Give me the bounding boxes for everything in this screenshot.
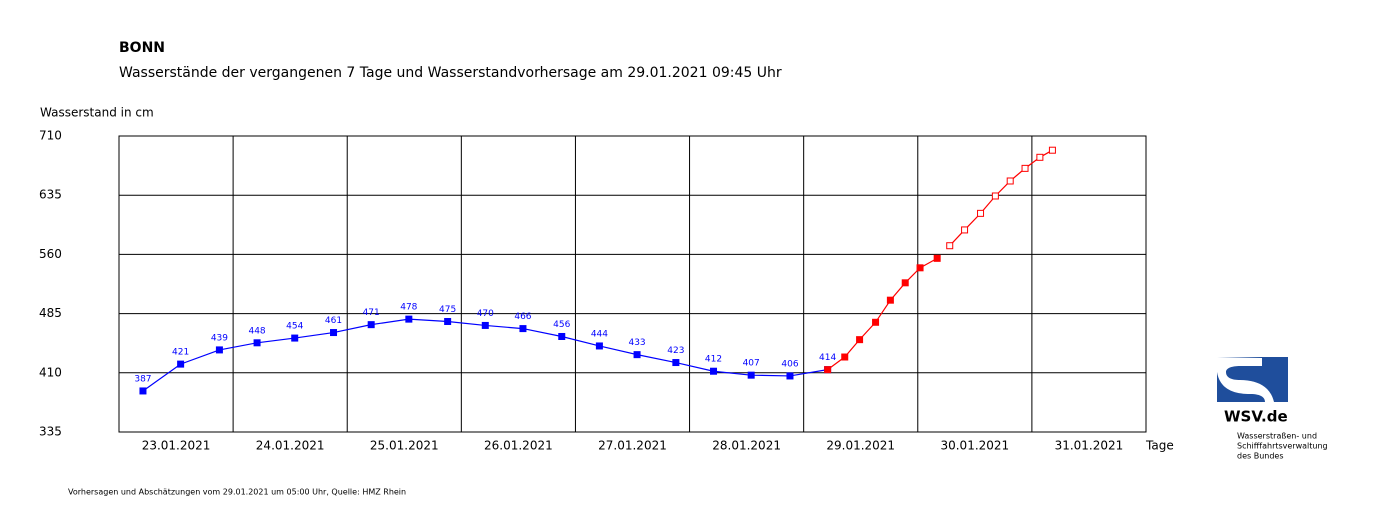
footnote: Vorhersagen und Abschätzungen vom 29.01.… bbox=[68, 488, 406, 497]
logo: WSV.de Wasserstraßen- und Schifffahrtsve… bbox=[1217, 357, 1328, 461]
logo-mark bbox=[1217, 357, 1288, 402]
data-point bbox=[901, 279, 909, 287]
data-point bbox=[856, 336, 864, 344]
data-point bbox=[933, 254, 941, 262]
x-tick-label: 27.01.2021 bbox=[598, 439, 667, 453]
logo-text: des Bundes bbox=[1237, 452, 1284, 461]
data-point bbox=[710, 367, 718, 375]
data-point bbox=[1036, 153, 1044, 161]
data-label: 478 bbox=[400, 303, 417, 313]
data-point bbox=[946, 242, 954, 250]
data-point bbox=[1021, 164, 1029, 172]
data-point bbox=[886, 296, 894, 304]
data-point bbox=[291, 334, 299, 342]
y-tick-label: 485 bbox=[39, 306, 62, 320]
chart-subtitle: Wasserstände der vergangenen 7 Tage und … bbox=[119, 65, 782, 81]
x-tick-label: 25.01.2021 bbox=[370, 439, 439, 453]
logo-text: Schifffahrtsverwaltung bbox=[1237, 442, 1328, 451]
data-point bbox=[519, 325, 527, 333]
logo-mark bbox=[1217, 372, 1265, 402]
data-label: 407 bbox=[743, 359, 760, 369]
y-tick-label: 560 bbox=[39, 247, 62, 261]
data-label: 421 bbox=[172, 348, 189, 358]
data-point bbox=[481, 321, 489, 329]
data-point bbox=[330, 329, 338, 337]
data-label: 448 bbox=[248, 326, 265, 336]
data-point bbox=[991, 192, 999, 200]
series-line bbox=[142, 318, 828, 392]
data-point bbox=[139, 387, 147, 395]
data-point bbox=[633, 351, 641, 359]
data-point bbox=[824, 366, 832, 374]
data-label: 412 bbox=[705, 355, 722, 365]
y-axis-label: Wasserstand in cm bbox=[40, 106, 154, 120]
data-point bbox=[367, 321, 375, 329]
y-tick-label: 635 bbox=[39, 188, 62, 202]
data-point bbox=[253, 339, 261, 347]
data-point bbox=[672, 359, 680, 367]
data-label: 454 bbox=[286, 322, 303, 332]
data-point bbox=[177, 360, 185, 368]
data-label: 475 bbox=[439, 305, 456, 315]
data-label: 444 bbox=[591, 329, 608, 339]
x-tick-label: 26.01.2021 bbox=[484, 439, 553, 453]
data-label: 423 bbox=[667, 346, 684, 356]
data-point bbox=[872, 318, 880, 326]
data-label: 456 bbox=[553, 320, 570, 330]
data-label: 461 bbox=[325, 316, 342, 326]
data-point bbox=[1048, 146, 1056, 154]
data-label: 470 bbox=[477, 309, 494, 319]
data-point bbox=[444, 317, 452, 325]
data-label: 387 bbox=[134, 374, 151, 384]
data-point bbox=[405, 315, 413, 323]
data-point bbox=[977, 209, 985, 217]
data-point bbox=[215, 346, 223, 354]
data-point bbox=[916, 264, 924, 272]
y-tick-label: 710 bbox=[39, 129, 62, 143]
logo-name: WSV.de bbox=[1224, 408, 1288, 426]
y-tick-label: 335 bbox=[39, 425, 62, 439]
x-tick-label: 30.01.2021 bbox=[940, 439, 1009, 453]
data-label: 433 bbox=[628, 338, 645, 348]
data-point bbox=[747, 371, 755, 379]
x-tick-label: 29.01.2021 bbox=[826, 439, 895, 453]
data-point bbox=[595, 342, 603, 350]
data-label: 439 bbox=[211, 333, 228, 343]
data-point bbox=[841, 353, 849, 361]
x-tick-label: 23.01.2021 bbox=[142, 439, 211, 453]
data-point bbox=[961, 226, 969, 234]
x-tick-label: 24.01.2021 bbox=[256, 439, 325, 453]
data-label: 466 bbox=[514, 312, 531, 322]
data-point bbox=[786, 372, 794, 380]
plot-frame bbox=[118, 135, 1147, 433]
y-tick-label: 410 bbox=[39, 365, 62, 379]
x-axis-label: Tage bbox=[1145, 439, 1174, 453]
data-label: 471 bbox=[363, 308, 380, 318]
chart-title: BONN bbox=[119, 40, 165, 56]
x-tick-label: 31.01.2021 bbox=[1055, 439, 1124, 453]
data-label: 414 bbox=[819, 353, 836, 363]
logo-text: Wasserstraßen- und bbox=[1237, 432, 1317, 441]
x-tick-label: 28.01.2021 bbox=[712, 439, 781, 453]
data-point bbox=[1006, 177, 1014, 185]
data-label: 406 bbox=[781, 359, 798, 369]
data-point bbox=[558, 332, 566, 340]
